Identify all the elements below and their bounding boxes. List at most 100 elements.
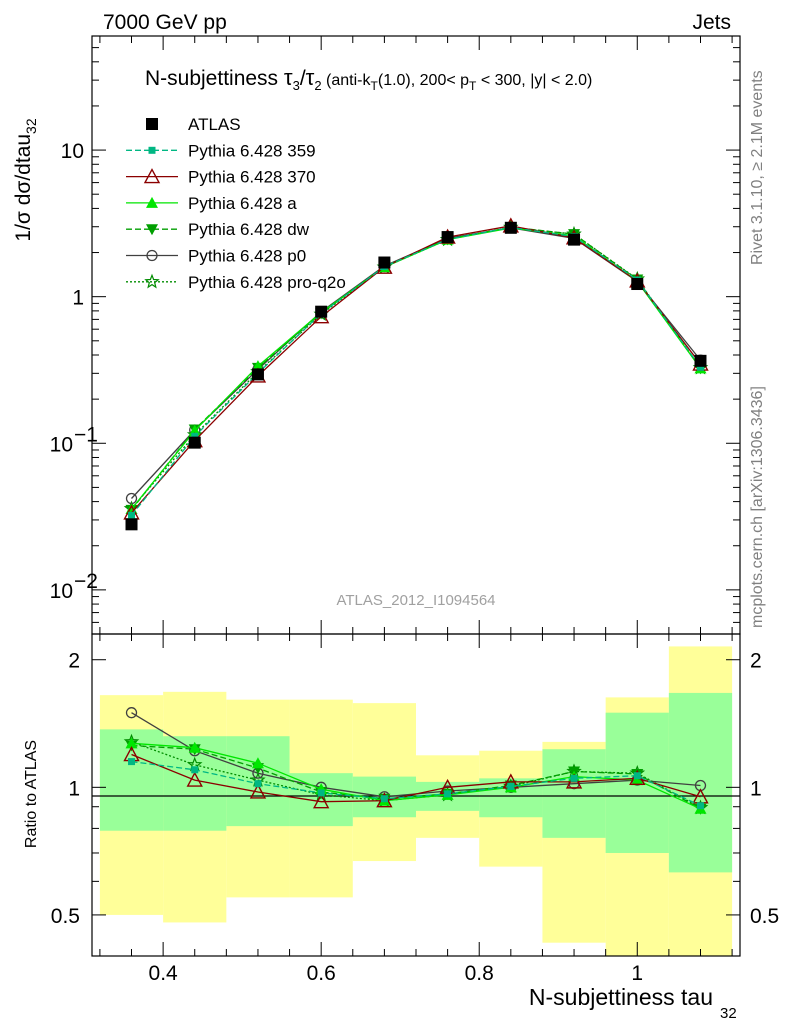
legend: ATLAS Pythia 6.428 359 Pythia 6.428 370 Pyt… <box>126 115 346 292</box>
x-axis-label-sub: 32 <box>720 1005 737 1022</box>
data-point <box>631 278 644 291</box>
x-axis-label: N-subjettiness tau <box>529 984 713 1010</box>
ratio-point <box>125 707 138 719</box>
data-point <box>568 233 581 246</box>
ratio-point <box>249 783 267 799</box>
series-line <box>131 226 702 510</box>
ratio-y-tick-label-right: 0.5 <box>750 905 779 928</box>
data-point <box>315 305 328 318</box>
y-tick-label: 10 <box>50 433 73 456</box>
ratio-series-pythia-6-428-359 <box>128 758 704 810</box>
legend-marker <box>146 249 158 262</box>
ratio-point <box>312 793 330 809</box>
ratio-line <box>131 742 701 810</box>
legend-marker <box>146 118 158 130</box>
data-point <box>191 432 199 440</box>
ratio-point <box>444 790 452 798</box>
series-line <box>130 226 702 516</box>
ratio-point <box>317 789 325 797</box>
legend-marker <box>148 146 156 154</box>
legend-item-atlas: ATLAS <box>146 115 241 134</box>
legend-label: Pythia 6.428 dw <box>188 220 310 239</box>
legend-label: Pythia 6.428 a <box>188 194 297 213</box>
ratio-point <box>570 774 578 782</box>
ratio-point <box>125 737 138 749</box>
ratio-point <box>251 757 264 769</box>
ratio-point <box>631 774 644 786</box>
ratio-line <box>131 744 701 810</box>
legend-item-pythia-6-428-pro-q2o: Pythia 6.428 pro-q2o <box>126 273 346 292</box>
data-point <box>251 360 264 372</box>
y-axis-label-top: 1/σ dσ/dtau32 <box>12 118 39 241</box>
ratio-point <box>633 772 641 780</box>
ratio-line <box>131 753 701 803</box>
series-line <box>131 227 702 499</box>
ratio-point <box>188 741 201 753</box>
x-tick-label: 0.4 <box>149 962 179 985</box>
uncertainty-band-inner <box>542 749 606 838</box>
y-tick-label-exponent: −1 <box>74 423 98 446</box>
legend-marker <box>144 273 160 289</box>
analysis-watermark: ATLAS_2012_I1094564 <box>336 592 495 609</box>
series-pythia-6-428-a <box>125 222 707 515</box>
data-point <box>694 354 707 367</box>
plot-title-tau2-sub: 2 <box>314 78 321 93</box>
ratio-series <box>123 707 709 815</box>
legend-marker <box>146 196 158 208</box>
y-tick-label: 1 <box>72 287 84 310</box>
ratio-point <box>128 758 136 766</box>
data-point <box>378 256 391 269</box>
main-plot-series <box>123 217 709 531</box>
plot-title-tau3-sub: 3 <box>293 78 300 93</box>
main-plot-x-ticks <box>99 36 733 634</box>
rivet-label: Rivet 3.1.10, ≥ 2.1M events <box>749 70 766 265</box>
data-point <box>128 511 136 519</box>
y-axis-label-top-main: 1/σ dσ/dtau <box>12 134 35 242</box>
ratio-y-tick-label-right: 2 <box>750 650 762 673</box>
x-tick-label: 0.6 <box>307 962 336 985</box>
legend-item-pythia-6-428-370: Pythia 6.428 370 <box>126 168 316 187</box>
x-tick-label: 0.8 <box>465 962 494 985</box>
legend-item-pythia-6-428-p0: Pythia 6.428 p0 <box>126 247 306 266</box>
plot-title-cuts-c: < 300, |y| < 2.0) <box>476 72 592 89</box>
legend-item-pythia-6-428-dw: Pythia 6.428 dw <box>126 220 310 239</box>
ratio-uncertainty-bands <box>99 646 733 956</box>
uncertainty-band-inner <box>668 692 733 873</box>
ratio-plot-panel: 0.5 0.5 1 1 2 2 0.4 0.6 0.8 1 <box>51 633 779 985</box>
data-point <box>441 231 454 244</box>
ratio-line <box>131 760 701 807</box>
plot-title-tau2: τ <box>306 65 315 90</box>
ratio-y-tick-label-right: 1 <box>750 777 762 800</box>
ratio-point <box>507 782 515 790</box>
mcplots-label: mcplots.cern.ch [arXiv:1306.3436] <box>749 386 766 628</box>
y-tick-label-exponent: −2 <box>74 570 98 593</box>
series-line <box>130 226 702 511</box>
plot-title: N-subjettiness τ3/τ2 (anti-kT(1.0), 200<… <box>145 65 592 93</box>
plot-title-lead: N-subjettiness <box>145 67 284 90</box>
plot-title-slash: / <box>300 67 306 90</box>
ratio-y-tick-label-left: 2 <box>68 650 80 673</box>
data-point <box>125 518 138 531</box>
plot-title-cuts-a: (anti-k <box>322 72 372 89</box>
header-category: Jets <box>692 11 731 34</box>
data-point <box>125 492 138 505</box>
legend-label: ATLAS <box>188 115 241 134</box>
legend-label: Pythia 6.428 370 <box>188 168 316 187</box>
plot-title-cuts-b: (1.0), 200< p <box>378 72 469 89</box>
legend-item-pythia-6-428-359: Pythia 6.428 359 <box>126 141 316 160</box>
series-pythia-6-428-dw <box>125 222 707 516</box>
legend-marker <box>146 224 158 236</box>
series-line <box>131 225 702 514</box>
data-point <box>504 221 517 234</box>
data-point <box>696 363 704 371</box>
data-point <box>251 368 264 381</box>
uncertainty-band-inner <box>289 773 353 827</box>
x-tick-label: 1 <box>631 962 643 985</box>
y-axis-label-bottom: Ratio to ATLAS <box>23 740 40 848</box>
y-tick-label: 10 <box>50 580 73 603</box>
plot-title-cuts-pt-sub: T <box>469 79 477 93</box>
series-line <box>130 227 702 510</box>
